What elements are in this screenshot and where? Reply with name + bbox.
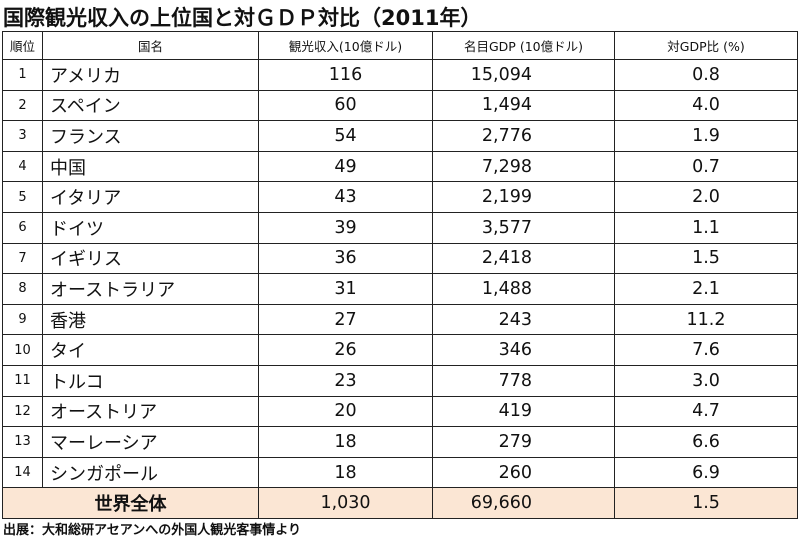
total-ratio: 1.5 — [614, 487, 798, 519]
source-note: 出展：大和総研アセアンへの外国人観光客事情より — [3, 523, 301, 538]
header-nominal-gdp: 名目GDP (10億ドル) — [432, 31, 615, 60]
cell-gdp: 260 — [432, 456, 615, 489]
cell-ratio: 4.0 — [614, 89, 798, 122]
cell-tourism: 20 — [258, 395, 433, 428]
table-row: 6 ドイツ 39 3,577 1.1 — [2, 211, 798, 244]
cell-rank: 6 — [2, 211, 43, 244]
table-body: 1 アメリカ 116 15,094 0.8 2 スペイン 60 1,494 4.0 3 フランス 54 2… — [2, 59, 798, 519]
cell-rank: 14 — [2, 456, 43, 489]
table-row: 9 香港 27 243 11.2 — [2, 303, 798, 336]
cell-rank: 9 — [2, 303, 43, 336]
table-row: 10 タイ 26 346 7.6 — [2, 334, 798, 366]
cell-ratio: 6.6 — [614, 426, 798, 458]
cell-rank: 2 — [2, 89, 43, 122]
cell-rank: 12 — [2, 395, 43, 428]
table-row: 1 アメリカ 116 15,094 0.8 — [2, 59, 798, 91]
cell-ratio: 0.8 — [614, 59, 798, 91]
cell-gdp: 3,577 — [432, 211, 615, 244]
cell-country: スペイン — [42, 89, 259, 122]
table-row: 13 マーレーシア 18 279 6.6 — [2, 426, 798, 458]
table-row: 4 中国 49 7,298 0.7 — [2, 150, 798, 183]
cell-tourism: 18 — [258, 456, 433, 489]
cell-tourism: 36 — [258, 242, 433, 275]
table-row: 11 トルコ 23 778 3.0 — [2, 364, 798, 397]
cell-rank: 8 — [2, 273, 43, 305]
cell-rank: 10 — [2, 334, 43, 366]
cell-tourism: 116 — [258, 59, 433, 91]
cell-rank: 4 — [2, 150, 43, 183]
cell-country: フランス — [42, 120, 259, 152]
cell-gdp: 279 — [432, 426, 615, 458]
header-tourism-revenue: 観光収入(10億ドル) — [258, 31, 433, 60]
cell-gdp: 778 — [432, 364, 615, 397]
cell-country: オーストリア — [42, 395, 259, 428]
cell-gdp: 2,199 — [432, 181, 615, 213]
cell-ratio: 2.0 — [614, 181, 798, 213]
cell-gdp: 2,776 — [432, 120, 615, 152]
cell-ratio: 1.9 — [614, 120, 798, 152]
cell-gdp: 1,488 — [432, 273, 615, 305]
cell-rank: 7 — [2, 242, 43, 275]
table-row: 3 フランス 54 2,776 1.9 — [2, 120, 798, 152]
table-row: 7 イギリス 36 2,418 1.5 — [2, 242, 798, 275]
cell-rank: 1 — [2, 59, 43, 91]
cell-rank: 5 — [2, 181, 43, 213]
table-row: 2 スペイン 60 1,494 4.0 — [2, 89, 798, 122]
total-gdp: 69,660 — [432, 487, 615, 519]
cell-country: タイ — [42, 334, 259, 366]
header-row: 順位 国名 観光収入(10億ドル) 名目GDP (10億ドル) 対GDP比 (%… — [2, 31, 798, 60]
cell-tourism: 18 — [258, 426, 433, 458]
cell-gdp: 346 — [432, 334, 615, 366]
tourism-table: 順位 国名 観光収入(10億ドル) 名目GDP (10億ドル) 対GDP比 (%… — [2, 31, 798, 519]
total-label: 世界全体 — [2, 487, 259, 519]
cell-ratio: 3.0 — [614, 364, 798, 397]
cell-country: オーストラリア — [42, 273, 259, 305]
cell-rank: 11 — [2, 364, 43, 397]
cell-country: マーレーシア — [42, 426, 259, 458]
cell-country: トルコ — [42, 364, 259, 397]
cell-country: シンガポール — [42, 456, 259, 489]
table-row: 12 オーストリア 20 419 4.7 — [2, 395, 798, 428]
cell-country: アメリカ — [42, 59, 259, 91]
total-tourism: 1,030 — [258, 487, 433, 519]
cell-tourism: 27 — [258, 303, 433, 336]
cell-gdp: 15,094 — [432, 59, 615, 91]
header-gdp-ratio: 対GDP比 (%) — [614, 31, 798, 60]
cell-gdp: 7,298 — [432, 150, 615, 183]
total-row: 世界全体 1,030 69,660 1.5 — [2, 487, 798, 519]
cell-country: イタリア — [42, 181, 259, 213]
cell-ratio: 4.7 — [614, 395, 798, 428]
cell-country: 香港 — [42, 303, 259, 336]
cell-tourism: 31 — [258, 273, 433, 305]
cell-country: 中国 — [42, 150, 259, 183]
cell-ratio: 0.7 — [614, 150, 798, 183]
cell-tourism: 49 — [258, 150, 433, 183]
cell-gdp: 243 — [432, 303, 615, 336]
cell-country: ドイツ — [42, 211, 259, 244]
cell-rank: 3 — [2, 120, 43, 152]
table-row: 5 イタリア 43 2,199 2.0 — [2, 181, 798, 213]
cell-ratio: 2.1 — [614, 273, 798, 305]
cell-country: イギリス — [42, 242, 259, 275]
cell-tourism: 54 — [258, 120, 433, 152]
cell-ratio: 11.2 — [614, 303, 798, 336]
table-row: 8 オーストラリア 31 1,488 2.1 — [2, 273, 798, 305]
cell-tourism: 26 — [258, 334, 433, 366]
cell-ratio: 1.1 — [614, 211, 798, 244]
cell-rank: 13 — [2, 426, 43, 458]
header-rank: 順位 — [2, 31, 43, 60]
cell-tourism: 23 — [258, 364, 433, 397]
table-row: 14 シンガポール 18 260 6.9 — [2, 456, 798, 489]
cell-tourism: 43 — [258, 181, 433, 213]
cell-ratio: 1.5 — [614, 242, 798, 275]
page-title: 国際観光収入の上位国と対ＧＤＰ対比（2011年） — [3, 6, 482, 30]
header-country: 国名 — [42, 31, 259, 60]
cell-tourism: 39 — [258, 211, 433, 244]
cell-tourism: 60 — [258, 89, 433, 122]
cell-ratio: 6.9 — [614, 456, 798, 489]
cell-gdp: 2,418 — [432, 242, 615, 275]
cell-ratio: 7.6 — [614, 334, 798, 366]
cell-gdp: 1,494 — [432, 89, 615, 122]
cell-gdp: 419 — [432, 395, 615, 428]
